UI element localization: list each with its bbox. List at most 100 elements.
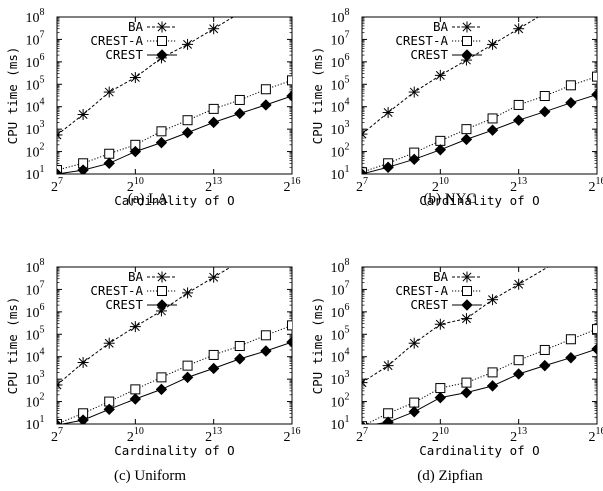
- data-point-crest: [512, 114, 525, 126]
- legend-marker: [156, 299, 168, 311]
- data-point-crest: [77, 164, 89, 174]
- x-tick-label: 210: [127, 176, 144, 195]
- x-tick-label-exp: 10: [439, 426, 449, 437]
- data-point-ba: [208, 271, 220, 283]
- data-point-crest: [539, 359, 551, 372]
- y-tick-label-exp: 6: [40, 52, 45, 63]
- data-point-crest-a: [383, 408, 394, 419]
- data-point-crest-a: [592, 324, 597, 335]
- y-tick-label-base: 10: [331, 328, 345, 343]
- y-tick-label-exp: 7: [345, 279, 350, 290]
- data-point-crest: [57, 168, 63, 174]
- x-tick-label-exp: 10: [134, 426, 144, 437]
- y-tick-label-base: 10: [331, 123, 345, 138]
- data-point-crest-a: [513, 99, 524, 110]
- y-tick-label-base: 10: [26, 306, 40, 321]
- data-point-crest-a: [461, 377, 472, 388]
- x-tick-label-base: 2: [432, 180, 439, 195]
- x-tick-label-exp: 13: [517, 426, 527, 437]
- y-tick-label-exp: 5: [345, 74, 350, 85]
- y-tick-label-base: 10: [331, 306, 345, 321]
- data-point-crest: [565, 352, 577, 364]
- data-point-crest-a: [592, 71, 597, 82]
- y-tick-label-base: 10: [331, 33, 345, 48]
- data-point-ba: [182, 38, 194, 50]
- x-axis-label: Cardinality of O: [419, 443, 539, 458]
- y-tick-label-base: 10: [331, 78, 345, 93]
- data-point-ba: [408, 86, 420, 98]
- y-tick-label-exp: 8: [40, 257, 45, 268]
- y-tick-label-base: 10: [331, 146, 345, 161]
- y-tick-label-base: 10: [331, 101, 345, 116]
- series-line-crest: [57, 95, 292, 174]
- x-tick-label-base: 2: [510, 430, 517, 445]
- series-line-crest: [59, 341, 292, 424]
- y-tick-label-base: 10: [331, 11, 345, 26]
- data-point-crest-a: [287, 75, 292, 86]
- legend-marker: [156, 271, 168, 283]
- x-tick-label-base: 2: [51, 180, 58, 195]
- x-tick-label: 213: [510, 426, 527, 445]
- y-tick-label: 101: [331, 164, 350, 183]
- x-tick-label-exp: 16: [291, 426, 301, 437]
- plot-area: [362, 17, 597, 174]
- data-point-crest: [207, 362, 220, 375]
- y-tick-label: 103: [26, 369, 45, 388]
- data-point-crest: [512, 368, 525, 380]
- data-point-ba: [57, 129, 63, 141]
- data-point-crest-a: [104, 148, 115, 159]
- y-tick-label-exp: 8: [40, 7, 45, 18]
- y-tick-label: 106: [331, 302, 350, 321]
- legend-marker: [462, 286, 472, 296]
- y-tick-label-exp: 4: [345, 97, 350, 108]
- data-point-crest: [486, 380, 499, 392]
- y-tick-label-base: 10: [331, 168, 345, 183]
- y-tick-label: 101: [26, 164, 45, 183]
- x-tick-label-base: 2: [589, 430, 596, 445]
- series-line-crest-a: [57, 79, 292, 171]
- x-tick-label: 213: [510, 176, 527, 195]
- y-tick-label: 107: [331, 279, 350, 298]
- x-tick-label-base: 2: [127, 430, 134, 445]
- legend-label: CREST-A: [90, 283, 143, 298]
- y-tick-label: 104: [331, 347, 350, 366]
- y-tick-label-exp: 8: [345, 257, 350, 268]
- y-tick-label-base: 10: [26, 146, 40, 161]
- y-tick-label: 108: [331, 7, 350, 26]
- data-point-crest: [286, 90, 292, 102]
- x-tick-label: 27: [356, 176, 368, 195]
- y-tick-label-exp: 1: [40, 164, 45, 175]
- data-point-crest: [565, 97, 577, 109]
- y-tick-label: 105: [26, 324, 45, 343]
- x-tick-label-exp: 13: [517, 176, 527, 187]
- data-point-ba: [382, 360, 394, 372]
- y-tick-label-exp: 4: [40, 347, 45, 358]
- y-tick-label: 105: [331, 324, 350, 343]
- y-tick-label: 101: [26, 414, 45, 433]
- data-point-crest-a: [182, 360, 193, 371]
- x-tick-label-exp: 13: [212, 426, 222, 437]
- x-tick-label-exp: 16: [291, 176, 301, 187]
- data-point-crest-a: [409, 397, 420, 408]
- y-tick-label-exp: 2: [345, 392, 350, 403]
- legend-label: CREST: [105, 297, 143, 312]
- y-tick-label: 102: [26, 392, 45, 411]
- data-point-ba: [362, 377, 368, 389]
- x-tick-label: 213: [205, 176, 222, 195]
- data-point-crest-a: [208, 349, 219, 360]
- data-point-crest: [77, 414, 89, 424]
- legend-label: BA: [433, 269, 449, 284]
- x-tick-label-base: 2: [205, 180, 212, 195]
- data-point-crest: [591, 88, 597, 101]
- data-point-crest-a: [565, 334, 576, 345]
- y-tick-label-base: 10: [331, 351, 345, 366]
- legend-label: CREST-A: [395, 283, 448, 298]
- y-tick-label-exp: 5: [40, 324, 45, 335]
- x-tick-label: 216: [284, 426, 301, 445]
- x-axis-label: Cardinality of O: [114, 193, 234, 208]
